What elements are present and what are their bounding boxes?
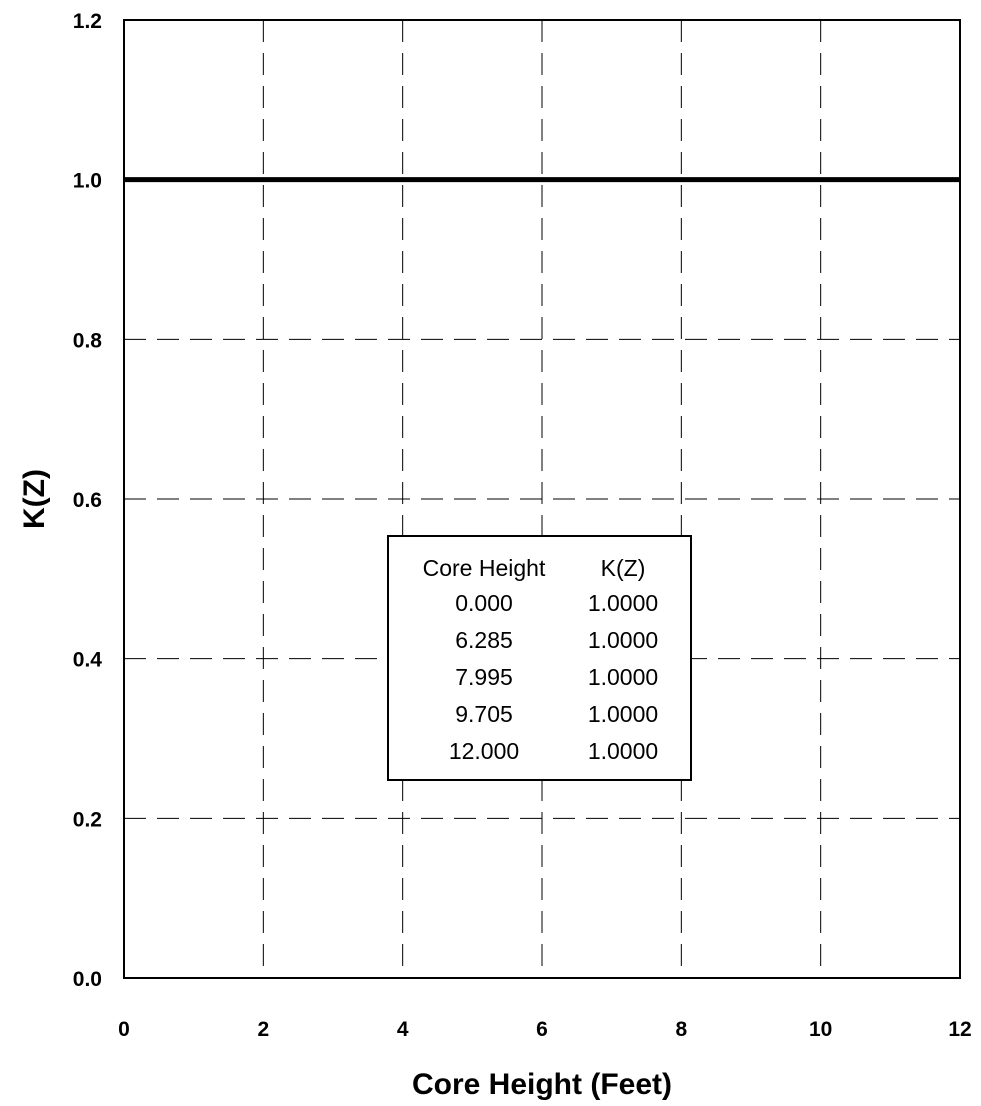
y-axis-title: K(Z) [18,469,51,529]
x-tick-label: 8 [675,1018,687,1041]
table-cell-core-height: 9.705 [455,701,513,727]
y-tick-label: 1.2 [73,10,102,33]
table-cell-kz: 1.0000 [587,664,659,690]
x-tick-label: 4 [397,1018,409,1041]
y-tick-label: 0.6 [73,489,102,512]
table-row: 12.000 1.0000 [409,733,687,770]
table-row: 7.995 1.0000 [409,659,687,696]
table-cell-core-height: 6.285 [455,627,513,653]
y-tick-label: 0.0 [73,968,102,991]
y-tick-labels: 0.0 0.2 0.4 0.6 0.8 1.0 1.2 [73,10,103,991]
grid-lines [124,20,960,978]
x-tick-label: 10 [809,1018,832,1041]
table-cell-kz: 1.0000 [587,627,659,653]
x-tick-labels: 0 2 4 6 8 10 12 [118,1018,972,1041]
table-header-core-height: Core Height [422,554,546,581]
plot-area-frame [123,19,961,979]
x-tick-label: 2 [257,1018,269,1041]
table-cell-kz: 1.0000 [587,701,659,727]
x-tick-label: 12 [948,1018,971,1041]
x-axis-title: Core Height (Feet) [412,1068,672,1101]
table-row: 9.705 1.0000 [409,696,687,733]
table-header-kz: K(Z) [600,554,646,581]
table-header-row: Core Height K(Z) [409,551,687,585]
table-row: 0.000 1.0000 [409,585,687,622]
y-tick-label: 0.2 [73,808,102,831]
table-cell-core-height: 7.995 [455,664,513,690]
x-tick-label: 6 [536,1018,548,1041]
data-table-grid: Core Height K(Z) 0.000 1.0000 6.285 1.00… [409,551,687,770]
table-cell-kz: 1.0000 [587,738,659,764]
y-tick-label: 0.4 [73,649,103,672]
table-row: 6.285 1.0000 [409,622,687,659]
table-cell-core-height: 0.000 [455,590,513,616]
y-tick-label: 0.8 [73,329,103,352]
table-cell-core-height: 12.000 [448,738,520,764]
x-tick-label: 0 [118,1018,130,1041]
table-cell-kz: 1.0000 [587,590,659,616]
y-tick-label: 1.0 [73,170,102,193]
data-table: Core Height K(Z) 0.000 1.0000 6.285 1.00… [387,535,692,781]
